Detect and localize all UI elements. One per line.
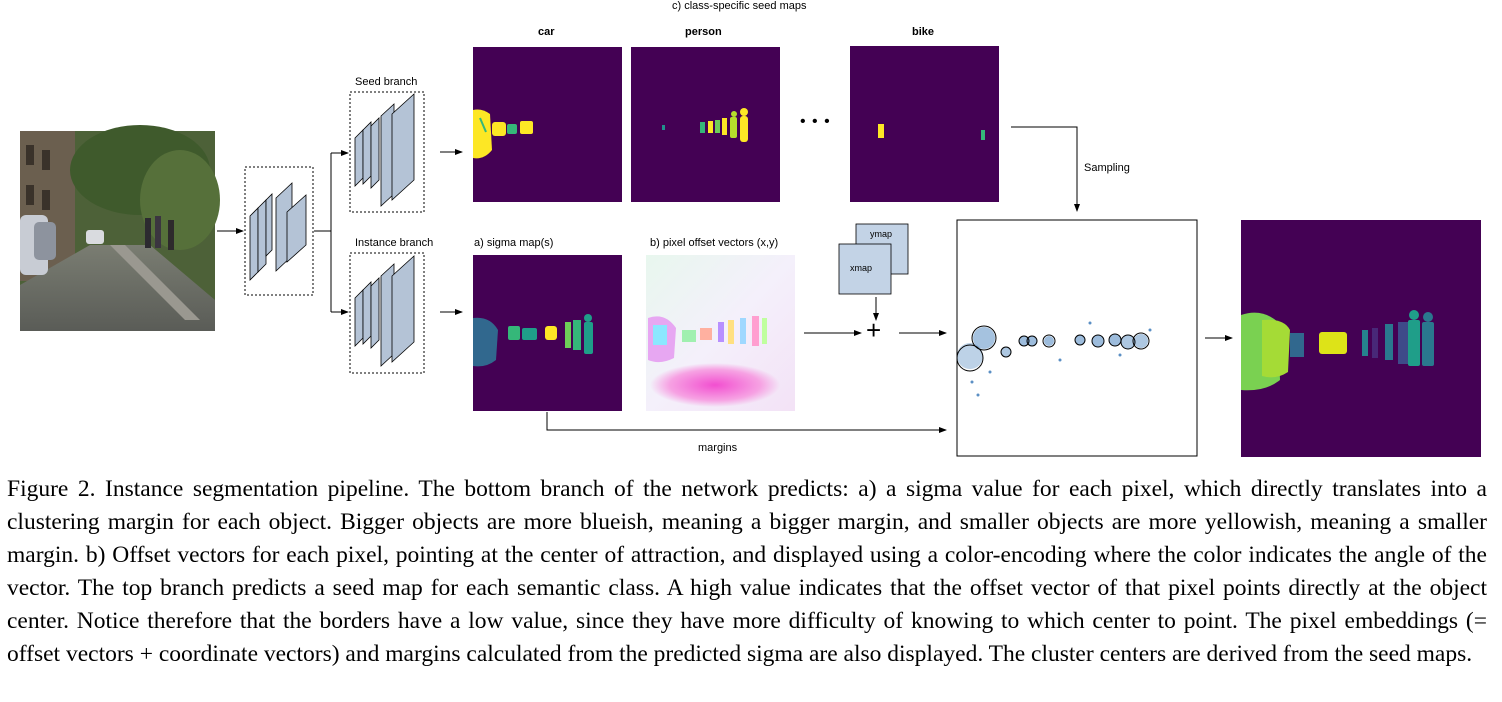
backbone-encoder (244, 166, 314, 296)
instance-output (1241, 220, 1481, 457)
offset-vector-map (646, 255, 795, 411)
class-label-car: car (538, 26, 555, 38)
sigma-map-label: a) sigma map(s) (474, 237, 554, 249)
seed-maps-title: c) class-specific seed maps (672, 0, 807, 12)
seed-map-car (473, 47, 622, 202)
seed-branch-label: Seed branch (355, 76, 418, 88)
class-label-person: person (685, 26, 722, 38)
connector-arrows (217, 126, 1233, 433)
instance-branch-label: Instance branch (355, 237, 434, 249)
instance-branch-decoder (349, 252, 425, 374)
input-image (20, 125, 220, 331)
xmap-label: xmap (850, 263, 873, 273)
class-label-bike: bike (912, 26, 935, 38)
embedding-panel (956, 219, 1198, 457)
seed-map-bike (850, 46, 999, 202)
seed-branch-decoder (349, 91, 425, 213)
sigma-map (473, 255, 622, 411)
ymap-label: ymap (870, 229, 893, 239)
plus-operator: + (866, 315, 882, 345)
coordinate-maps (838, 223, 909, 295)
offset-vector-label: b) pixel offset vectors (x,y) (650, 237, 779, 249)
seed-map-person (631, 47, 780, 202)
figure-caption: Figure 2. Instance segmentation pipeline… (7, 476, 1487, 667)
pipeline-figure: c) class-specific seed maps car person b… (20, 0, 1481, 457)
sampling-label: Sampling (1084, 162, 1130, 174)
ellipsis: • • • (800, 113, 831, 130)
margins-label: margins (698, 442, 738, 454)
